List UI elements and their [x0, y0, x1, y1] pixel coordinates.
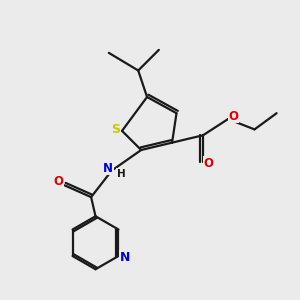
Text: O: O [53, 175, 63, 188]
Text: O: O [203, 157, 213, 170]
Text: H: H [117, 169, 125, 178]
Text: S: S [111, 123, 120, 136]
Text: N: N [120, 251, 130, 264]
Text: N: N [103, 162, 113, 175]
Text: O: O [228, 110, 238, 123]
